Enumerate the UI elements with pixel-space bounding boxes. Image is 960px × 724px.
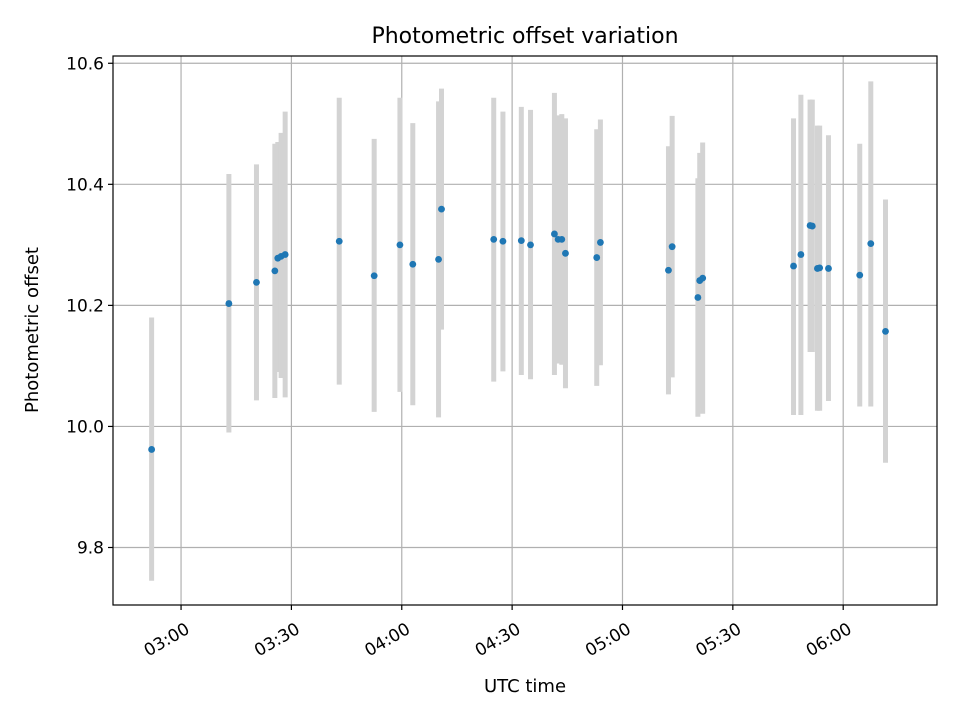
data-point [562,249,569,257]
data-point [490,236,498,243]
data-point [699,274,707,282]
data-point [668,243,676,251]
data-point [225,300,233,307]
data-point [148,446,156,453]
data-point [335,237,343,245]
data-point [558,236,566,243]
plot-area-frame [112,55,938,606]
data-point [499,237,507,245]
data-point [665,266,672,274]
data-point [856,271,864,279]
y-tick-label: 9.8 [77,538,104,558]
y-tick-label: 10.6 [66,54,104,74]
data-point [435,255,442,263]
data-point [825,265,832,272]
data-point [281,251,289,258]
data-point [396,241,404,249]
data-point [597,239,604,246]
y-axis-ticks: 9.8 10.0 10.2 10.4 10.6 [66,54,113,558]
y-tick-label: 10.2 [66,296,104,316]
data-points [148,205,889,453]
chart-title: Photometric offset variation [371,24,678,49]
data-point [808,222,816,230]
data-point [882,328,889,335]
data-point [438,205,445,213]
x-axis-label: UTC time [484,676,566,697]
data-point [867,240,875,248]
data-point [790,262,797,270]
data-point [527,241,534,249]
data-point [551,230,558,238]
data-point [370,272,378,280]
data-point [253,278,260,286]
y-axis-label: Photometric offset [22,247,43,413]
data-point [816,264,824,272]
y-tick-label: 10.0 [66,417,104,437]
data-point [694,294,702,301]
data-point [271,267,279,275]
data-point [517,237,525,245]
data-point [409,260,417,268]
y-tick-label: 10.4 [66,175,104,195]
data-point [593,254,601,261]
data-point [797,251,805,258]
